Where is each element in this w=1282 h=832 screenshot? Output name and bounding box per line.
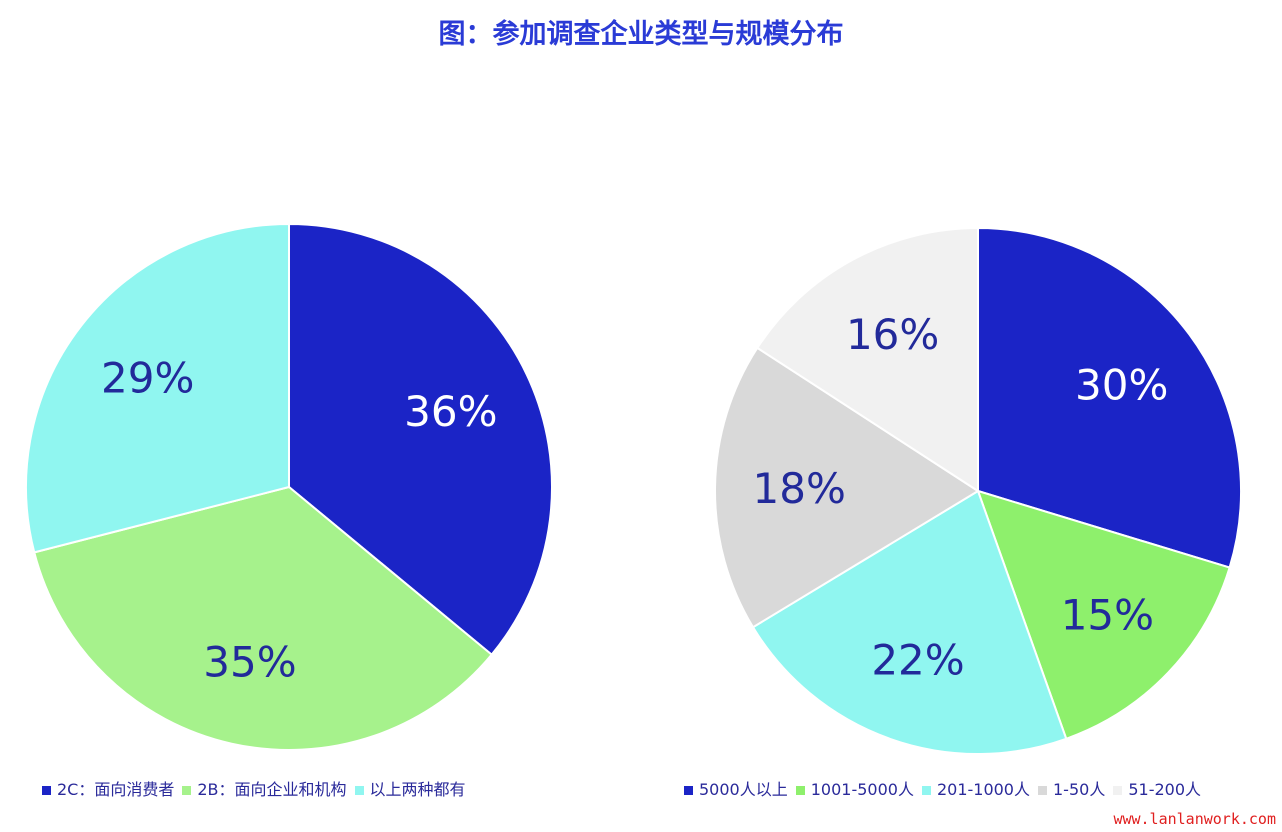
legend-label: 以上两种都有 (369, 780, 466, 799)
slice-data-label: 30% (1075, 361, 1168, 410)
legend-swatch (684, 785, 693, 795)
legend-label: 5000人以上 (699, 780, 788, 799)
legend-label: 2C：面向消费者 (57, 780, 175, 799)
legend-item: 201-1000人 (921, 780, 1030, 800)
slice-data-label: 36% (404, 387, 497, 436)
pie-charts: 36% 35% 29% 30% 15% 22% 18% 16% (25, 222, 1242, 755)
legend-item: 5000人以上 (684, 780, 788, 800)
pie-slice (751, 489, 1068, 755)
legend-company-type: 2C：面向消费者 2B：面向企业和机构 以上两种都有 (42, 780, 466, 800)
legend-item: 2B：面向企业和机构 (182, 780, 347, 800)
slice-data-label: 29% (101, 353, 194, 402)
legend-company-size: 5000人以上 1001-5000人 201-1000人 1-50人 51-200人 (684, 780, 1201, 800)
legend-label: 1001-5000人 (810, 780, 914, 799)
slice-data-label: 35% (203, 638, 296, 687)
legend-swatch (795, 785, 805, 795)
legend-swatch (1113, 785, 1123, 795)
chart-title: 图：参加调查企业类型与规模分布 (438, 19, 844, 50)
legend-item: 以上两种都有 (354, 780, 466, 800)
legend-swatch (1038, 785, 1047, 795)
legend-label: 1-50人 (1053, 780, 1106, 799)
legend-label: 201-1000人 (936, 780, 1030, 799)
legend-item: 1-50人 (1038, 780, 1105, 800)
legend-item: 51-200人 (1113, 780, 1201, 800)
legend-item: 1001-5000人 (795, 780, 914, 800)
slice-data-label: 18% (753, 464, 846, 513)
legend-swatch (182, 785, 192, 795)
legend-swatch (42, 785, 51, 795)
pie-slice (714, 346, 980, 629)
pie-slice (977, 226, 1242, 569)
legend-item: 2C：面向消费者 (42, 780, 174, 800)
pie-slice (288, 222, 553, 657)
pie-slice (976, 489, 1231, 741)
watermark: www.lanlanwork.com (1113, 810, 1276, 828)
legend-swatch (921, 785, 931, 795)
slice-data-label: 16% (846, 310, 939, 359)
pie-slice (25, 222, 290, 554)
legend-label: 51-200人 (1128, 780, 1202, 799)
slice-data-label: 15% (1061, 590, 1154, 639)
pie-slice (33, 485, 494, 751)
legend-swatch (354, 785, 364, 795)
slice-data-label: 22% (871, 635, 964, 684)
legend-label: 2B：面向企业和机构 (197, 780, 347, 799)
pie-slice (755, 226, 979, 493)
